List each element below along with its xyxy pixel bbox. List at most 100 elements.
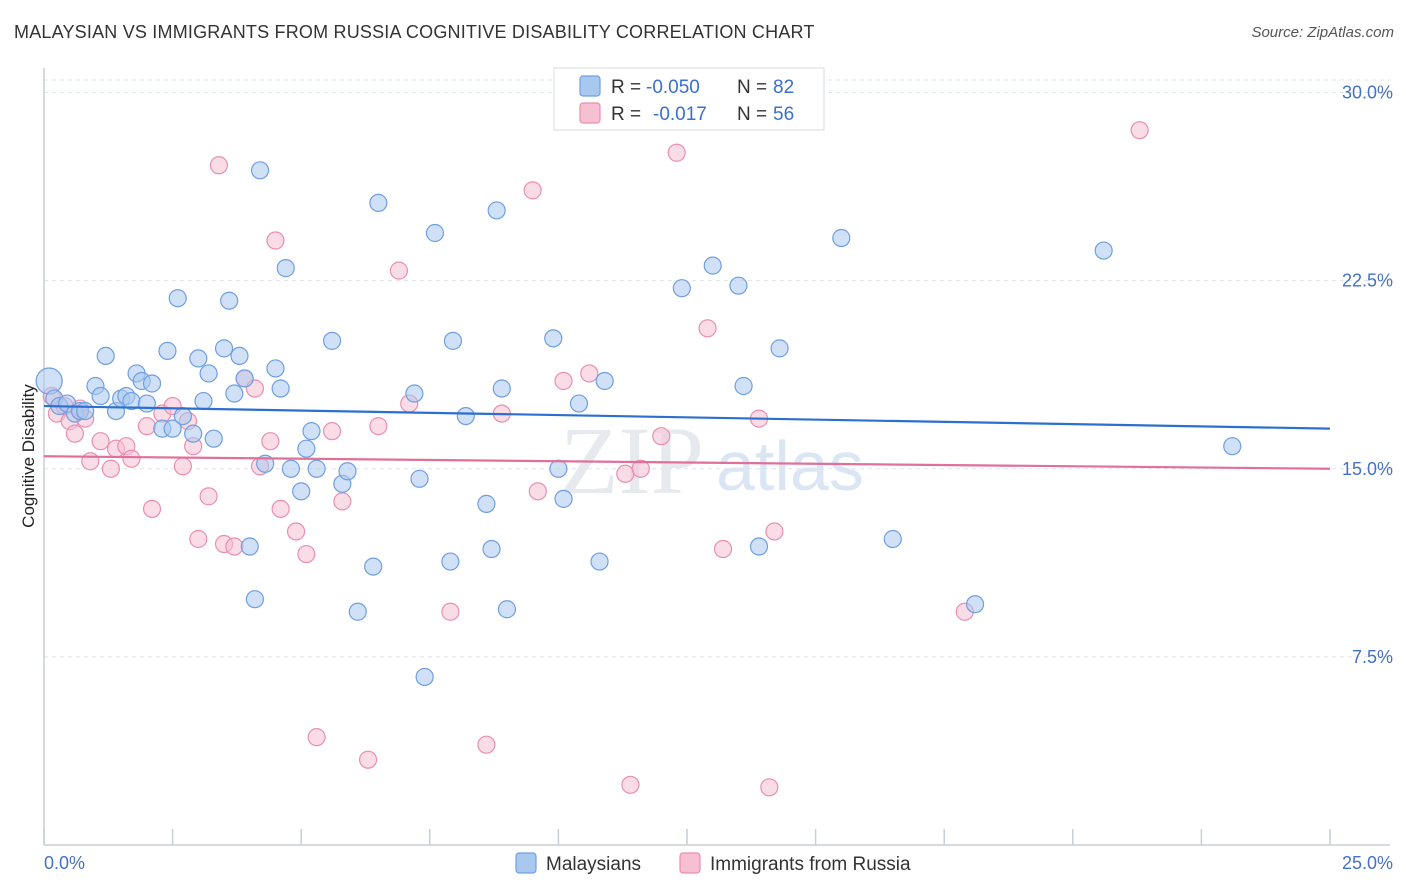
data-point-russia	[441, 602, 460, 621]
data-point-malaysians	[137, 394, 156, 413]
data-point-malaysians	[214, 339, 234, 358]
data-point-malaysians	[482, 539, 501, 559]
legend-r-value-russia: -0.017	[653, 104, 707, 125]
data-point-russia	[137, 417, 156, 436]
data-point-malaysians	[250, 161, 270, 180]
data-point-malaysians	[749, 537, 769, 556]
data-point-malaysians	[91, 386, 110, 406]
data-point-malaysians	[307, 459, 326, 478]
data-point-russia	[358, 750, 378, 769]
data-point-malaysians	[1094, 241, 1113, 260]
data-point-malaysians	[302, 422, 321, 441]
y-tick-label: 30.0%	[1342, 83, 1393, 103]
data-point-russia	[307, 728, 326, 747]
data-point-malaysians	[497, 600, 517, 619]
data-point-malaysians	[425, 223, 445, 243]
data-point-malaysians	[266, 359, 285, 378]
data-point-russia	[286, 522, 306, 541]
data-point-malaysians	[338, 462, 357, 481]
bottom-legend-swatch-malaysians	[515, 852, 537, 874]
data-point-malaysians	[410, 469, 429, 488]
data-point-russia	[142, 499, 162, 519]
data-point-malaysians	[703, 256, 722, 275]
data-point-russia	[91, 432, 110, 451]
y-tick-label: 15.0%	[1342, 459, 1393, 479]
stats-legend: R = -0.050 N = 82 R = -0.017 N = 56	[553, 67, 825, 131]
data-point-malaysians	[672, 279, 691, 298]
x-tick-label-min: 0.0%	[44, 853, 85, 873]
data-point-russia	[209, 156, 228, 175]
data-point-malaysians	[415, 667, 434, 687]
data-point-malaysians	[220, 291, 239, 310]
data-point-malaysians	[544, 329, 563, 348]
trend-line-malaysians	[43, 404, 1331, 430]
data-point-russia	[652, 427, 671, 446]
legend-n-label-malaysians: N =	[737, 77, 767, 98]
legend-r-label-malaysians: R =	[611, 77, 641, 98]
data-point-russia	[477, 735, 496, 754]
data-point-malaysians	[194, 391, 213, 411]
data-point-malaysians	[441, 552, 460, 571]
data-point-russia	[322, 422, 342, 441]
legend-r-label-russia: R =	[611, 104, 641, 125]
data-point-russia	[580, 364, 599, 383]
data-point-malaysians	[189, 349, 208, 368]
data-point-russia	[554, 371, 573, 391]
data-point-malaysians	[163, 419, 182, 438]
bottom-legend-swatch-russia	[679, 852, 701, 874]
data-point-malaysians	[96, 346, 115, 366]
data-point-malaysians	[492, 379, 511, 398]
data-point-malaysians	[554, 489, 573, 508]
data-point-russia	[199, 487, 218, 506]
data-point-malaysians	[832, 228, 851, 248]
data-point-russia	[698, 319, 717, 338]
data-point-malaysians	[235, 369, 254, 388]
data-point-malaysians	[297, 439, 316, 458]
data-point-malaysians	[549, 459, 568, 478]
data-point-russia	[616, 464, 635, 483]
data-point-malaysians	[770, 339, 789, 358]
legend-n-value-malaysians: 82	[773, 77, 794, 98]
data-point-russia	[369, 417, 388, 436]
data-point-russia	[333, 492, 352, 511]
data-point-russia	[523, 181, 542, 200]
data-point-malaysians	[173, 406, 192, 426]
data-point-russia	[760, 778, 779, 797]
data-point-russia	[713, 539, 733, 559]
data-point-malaysians	[271, 379, 290, 398]
data-point-russia	[667, 143, 686, 162]
data-point-malaysians	[184, 424, 203, 443]
data-point-malaysians	[158, 341, 177, 360]
x-tick-label-max: 25.0%	[1342, 853, 1393, 873]
data-point-malaysians	[204, 429, 223, 448]
legend-n-label-russia: N =	[737, 104, 767, 125]
data-point-russia	[65, 424, 84, 443]
data-point-russia	[81, 452, 100, 471]
data-point-russia	[297, 544, 316, 564]
data-point-malaysians	[569, 394, 589, 413]
data-point-russia	[266, 231, 285, 250]
data-point-malaysians	[734, 376, 753, 396]
data-point-malaysians	[364, 557, 383, 576]
series-malaysians-points	[35, 161, 1242, 687]
data-point-malaysians	[276, 259, 295, 278]
legend-r-value-malaysians: -0.050	[646, 77, 700, 98]
data-point-malaysians	[199, 364, 218, 383]
data-point-russia	[271, 499, 290, 519]
data-point-malaysians	[168, 289, 187, 308]
watermark-atlas: atlas	[716, 427, 864, 505]
y-axis-label: Cognitive Disability	[19, 384, 38, 528]
data-point-malaysians	[443, 331, 463, 350]
gridlines	[44, 79, 1390, 658]
y-tick-labels: 7.5% 15.0% 22.5% 30.0%	[1342, 83, 1393, 667]
data-point-malaysians	[281, 459, 301, 478]
data-point-malaysians	[487, 201, 506, 220]
data-point-malaysians	[1223, 437, 1242, 456]
y-tick-label: 7.5%	[1352, 647, 1393, 667]
data-point-malaysians	[225, 384, 244, 403]
data-point-russia	[101, 459, 120, 478]
data-point-malaysians	[729, 276, 748, 295]
data-point-russia	[261, 432, 280, 451]
data-point-russia	[631, 459, 650, 478]
bottom-legend-label-malaysians: Malaysians	[546, 854, 641, 875]
